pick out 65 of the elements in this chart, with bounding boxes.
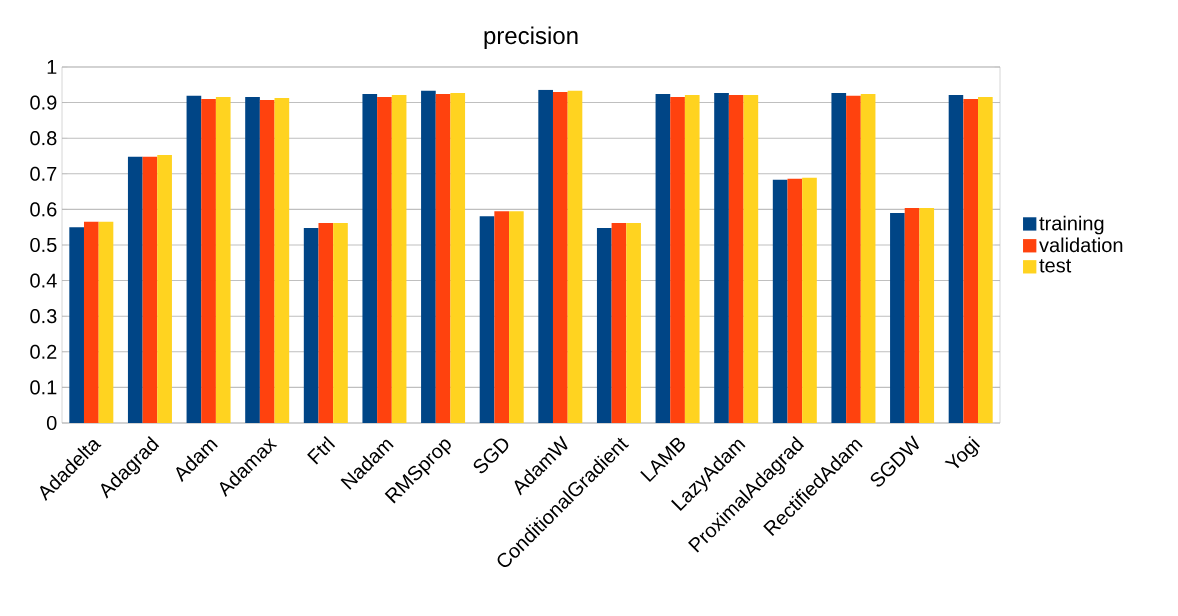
bar [69, 227, 84, 423]
bar [479, 216, 495, 423]
bar [948, 95, 964, 423]
bar [802, 177, 817, 423]
bar [333, 222, 348, 423]
bar [274, 97, 290, 423]
bar [860, 94, 876, 423]
y-tick-label: 0.5 [30, 237, 57, 253]
bar [362, 94, 378, 423]
bar [626, 222, 641, 423]
chart-title: precision [484, 26, 578, 49]
x-tick-label: Ftrl [307, 435, 336, 465]
y-tick-label: 0.2 [30, 344, 57, 359]
y-tick-label: 0.4 [30, 273, 57, 288]
bar [186, 95, 202, 423]
bar [772, 179, 788, 423]
y-tick-label: 0.1 [30, 380, 57, 395]
bar [421, 90, 436, 423]
bar [435, 94, 451, 423]
y-tick-label: 0.3 [30, 309, 57, 324]
bar [904, 207, 920, 423]
bar [83, 221, 99, 423]
bar [567, 90, 583, 423]
bar [538, 89, 553, 423]
bar [127, 156, 143, 423]
bar [743, 95, 759, 423]
bar [787, 178, 803, 423]
bar [215, 96, 231, 423]
bar [201, 99, 216, 423]
bar [670, 96, 685, 423]
bar [259, 100, 275, 423]
bar [611, 222, 627, 423]
legend-label: test [1039, 259, 1072, 273]
y-tick-label: 0.7 [30, 166, 57, 181]
bar [303, 227, 319, 423]
bar [142, 156, 158, 423]
bar [494, 211, 510, 423]
bar [318, 222, 334, 423]
bar [728, 95, 744, 423]
y-tick-label: 0.8 [30, 131, 57, 146]
legend-label: validation [1039, 237, 1123, 253]
legend-label: training [1039, 215, 1104, 235]
bar [157, 154, 172, 423]
bar [655, 94, 671, 423]
bar [552, 91, 568, 423]
bar [450, 92, 466, 423]
bar [714, 92, 729, 423]
bar [684, 95, 700, 423]
y-tick-label: 0.6 [30, 202, 57, 217]
bar [978, 96, 993, 423]
x-tick-label: Yogi [944, 435, 980, 469]
bar [391, 95, 407, 423]
bar [509, 211, 524, 423]
bar [919, 207, 935, 423]
bar [98, 221, 114, 423]
bar [377, 96, 392, 423]
y-tick-label: 0.9 [30, 95, 57, 110]
bar [596, 227, 612, 423]
bar [831, 92, 847, 423]
y-tick-label: 1 [47, 60, 57, 74]
bar [890, 212, 905, 423]
y-tick-label: 0 [46, 415, 57, 431]
bar [963, 99, 979, 423]
bar [245, 96, 260, 423]
bar [846, 95, 861, 423]
